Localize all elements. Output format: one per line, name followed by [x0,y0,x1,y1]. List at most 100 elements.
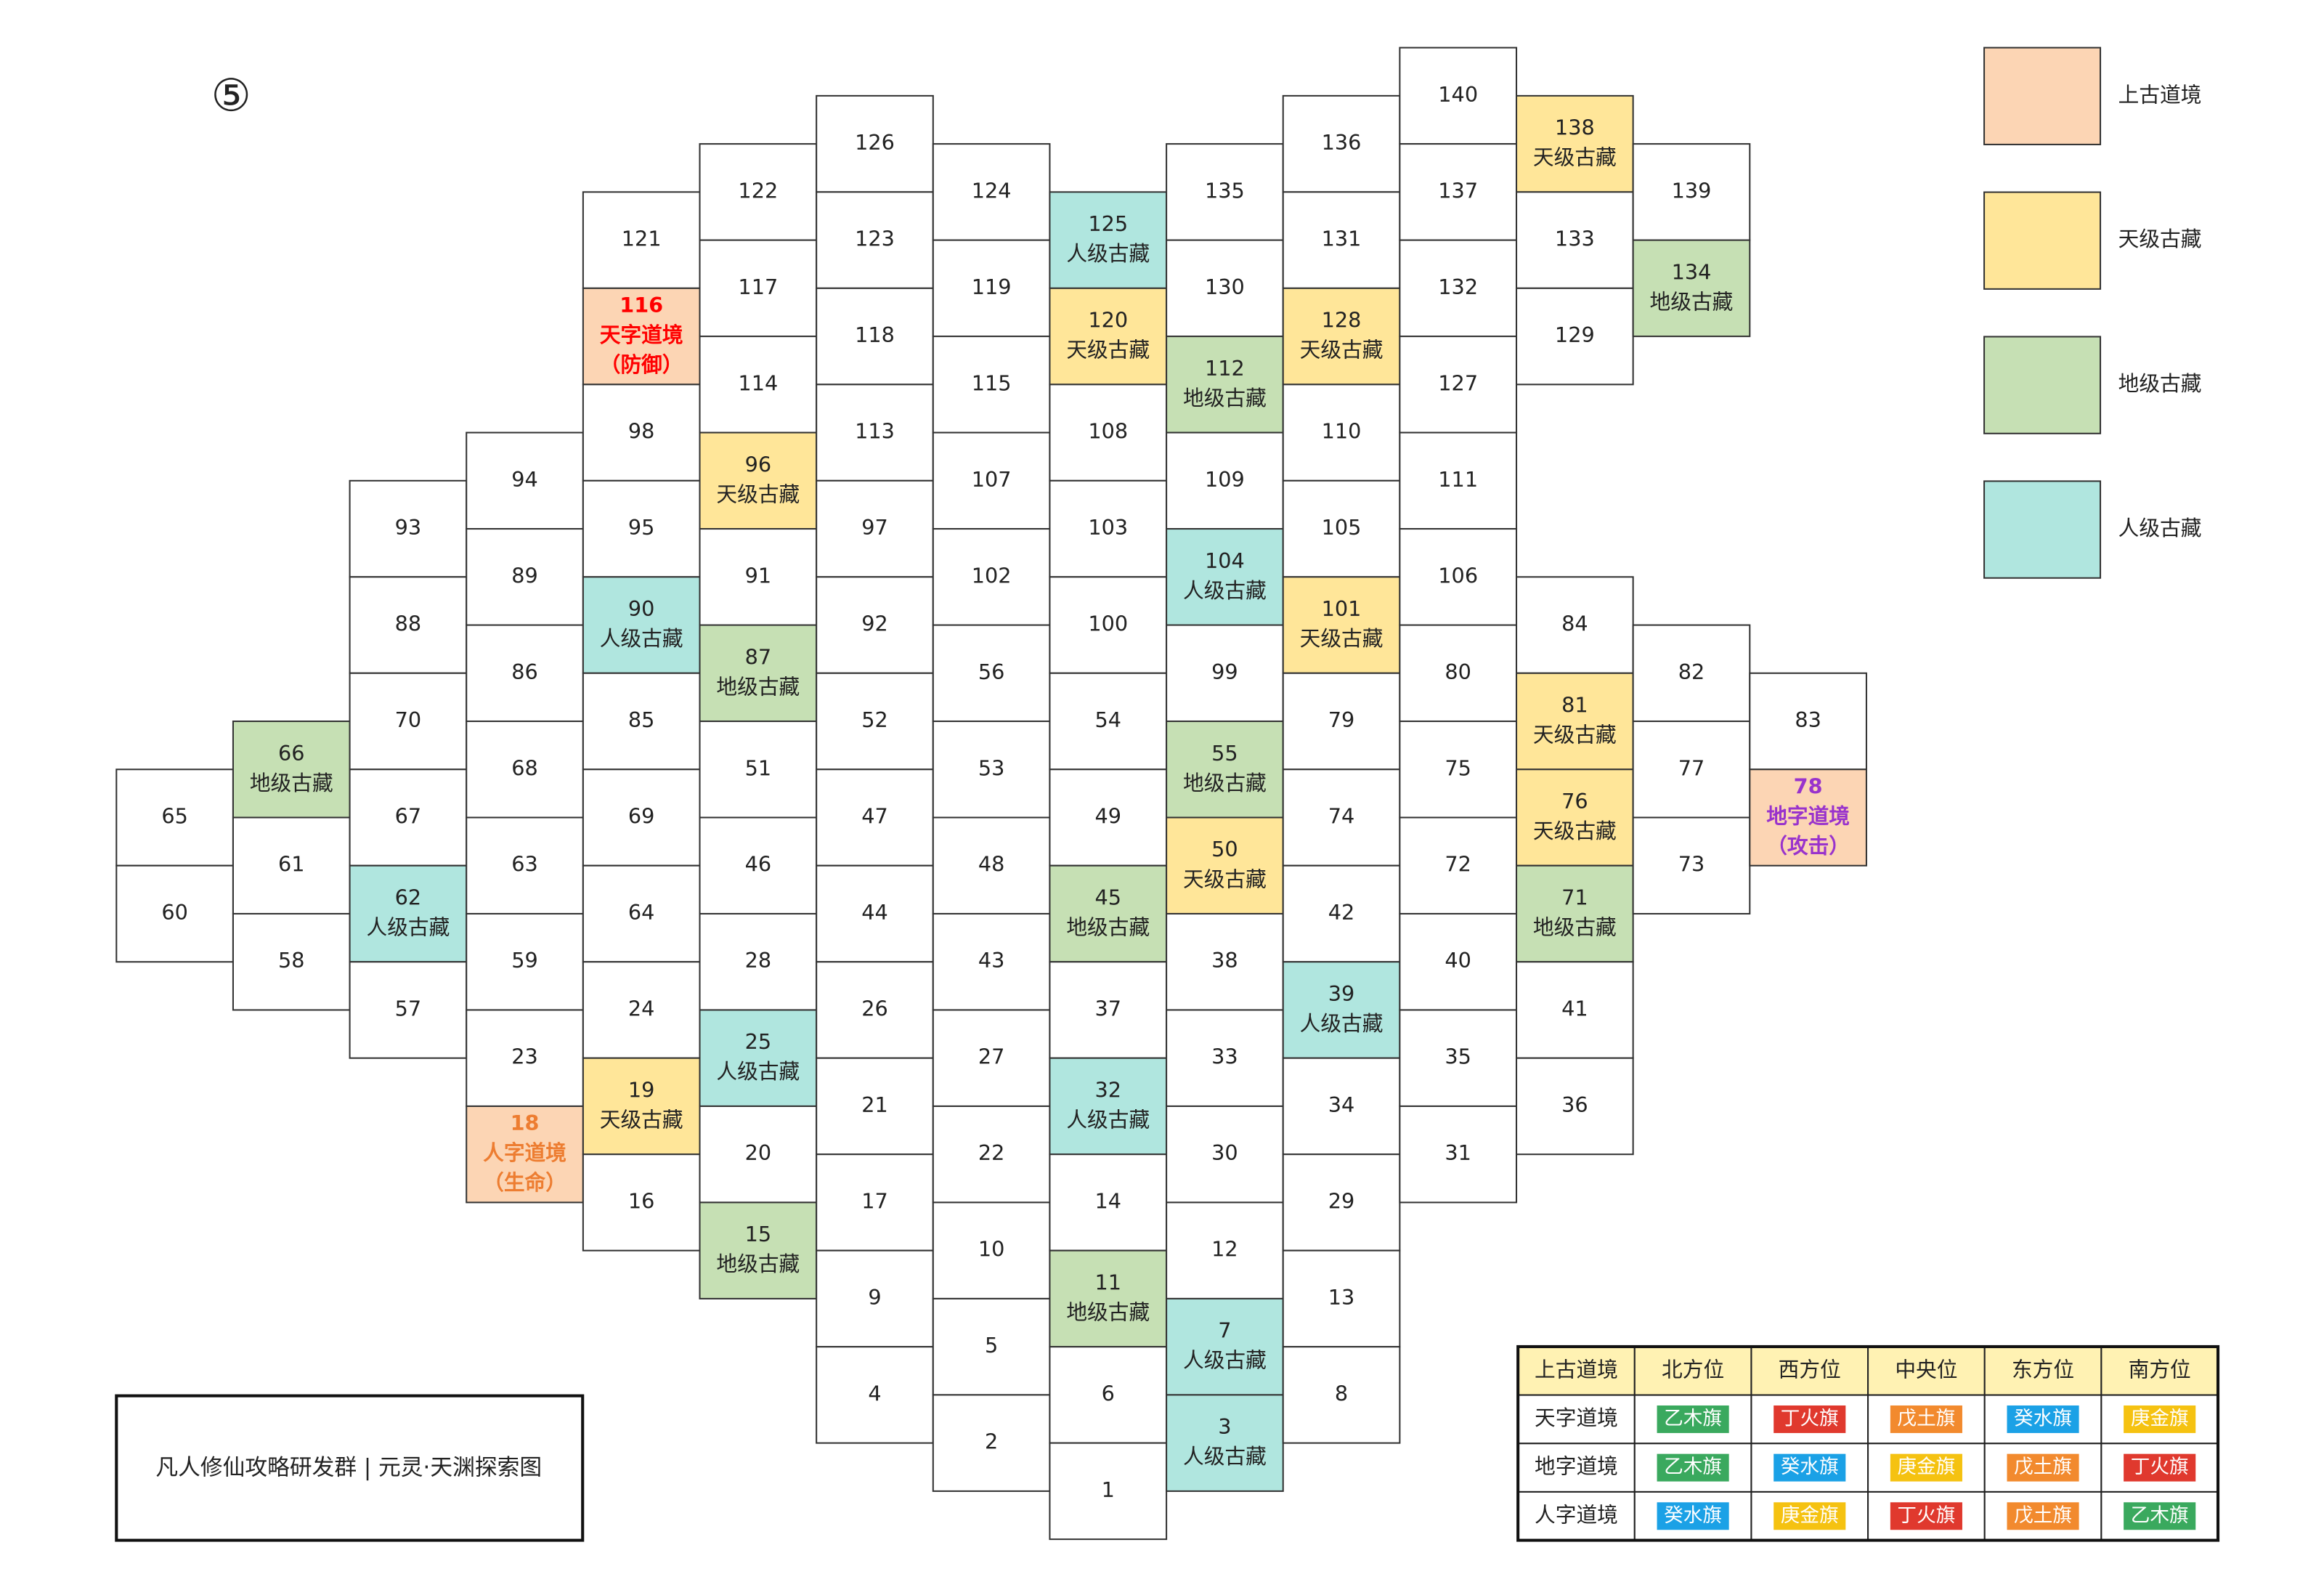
cell-number: 24 [628,996,655,1021]
cell-number: 75 [1445,755,1471,780]
cell-number: 98 [628,419,655,444]
cell [1049,961,1168,1059]
cell-number: 116 [619,293,663,317]
cell-number: 8 [1335,1381,1348,1405]
cell-label: 天级古藏 [1183,867,1267,891]
cell-number: 130 [1205,275,1245,299]
flag-badge [1657,1453,1729,1482]
flag-label: 戊土旗 [2014,1504,2072,1527]
cell-number: 53 [978,755,1005,780]
cell [1049,1153,1168,1252]
legend-label: 上古道境 [2118,82,2202,107]
cell-number: 32 [1095,1077,1122,1102]
cell-number: 27 [978,1044,1005,1069]
cell [1166,1297,1284,1396]
legend-swatch [1983,336,2102,434]
row-name: 天字道境 [1535,1405,1618,1430]
flag-badge [1774,1502,1846,1530]
cell [1166,143,1284,241]
cell-note: （生命） [483,1170,566,1195]
cell [699,1009,818,1107]
flag-label: 丁火旗 [1781,1407,1839,1429]
cell [349,672,468,771]
cell-number: 10 [978,1237,1005,1262]
cell [232,912,351,1011]
cell-number: 28 [745,948,772,973]
flag-label: 丁火旗 [2131,1456,2189,1478]
cell-number: 42 [1328,900,1355,925]
cell [582,864,701,963]
cell-number: 138 [1555,115,1595,140]
cell [1399,720,1518,819]
cell-number: 86 [511,660,538,684]
flag-badge [2124,1405,2196,1433]
cell-number: 26 [861,996,888,1021]
cell-number: 65 [161,804,188,829]
cell [1515,191,1634,289]
cell-number: 89 [511,563,538,588]
cell [816,191,934,289]
flag-label: 戊土旗 [1897,1407,1955,1429]
cell-number: 13 [1328,1285,1355,1310]
cell [816,672,934,771]
cell-number: 110 [1322,419,1362,444]
legend-swatch [1983,480,2102,579]
cell-number: 94 [511,467,538,492]
cell-number: 133 [1555,227,1595,251]
cell [1632,624,1751,723]
cell [932,1201,1051,1299]
caption-box [115,1394,585,1542]
cell [1166,720,1284,819]
cell-number: 5 [985,1333,998,1358]
cell [1282,864,1401,963]
cell [1166,624,1284,723]
table-header: 上古道境 [1535,1357,1618,1382]
cell-number: 59 [511,948,538,973]
cell-number: 9 [868,1285,881,1310]
cell-number: 31 [1445,1140,1471,1165]
cell-number: 6 [1102,1381,1115,1405]
legend-label: 天级古藏 [2118,227,2202,251]
cell-note: （防御） [600,352,683,377]
flag-label: 癸水旗 [1664,1504,1722,1527]
legend-label: 人级古藏 [2118,516,2202,540]
cell-number: 66 [278,741,305,766]
row-name: 地字道境 [1535,1454,1618,1479]
cell-number: 11 [1095,1270,1122,1294]
cell-number: 131 [1322,227,1362,251]
cell [115,864,234,963]
cell-label: 人字道境 [483,1140,566,1165]
cell-number: 39 [1328,981,1355,1006]
flag-badge [1890,1453,1962,1482]
table-border [1516,1344,2220,1542]
cell-number: 45 [1095,885,1122,909]
cell-number: 63 [511,852,538,877]
flag-label: 癸水旗 [2014,1407,2072,1429]
cell [816,1346,934,1444]
cell [1515,287,1634,386]
cell-number: 51 [745,755,772,780]
cell-number: 1 [1102,1477,1115,1502]
cell [1515,768,1634,867]
legend-swatch [1983,46,2102,145]
cell-number: 109 [1205,467,1245,492]
cell-number: 15 [745,1222,772,1246]
cell-number: 64 [628,900,655,925]
cell [932,431,1051,530]
cell [932,143,1051,241]
flag-badge [1774,1405,1846,1433]
cell-number: 82 [1678,660,1705,684]
cell-label: 地级古藏 [250,771,333,795]
legend-swatch [1983,191,2102,290]
flag-label: 乙木旗 [1664,1456,1722,1478]
cell-number: 73 [1678,852,1705,877]
cell [1749,672,1867,771]
cell [232,816,351,915]
cell-number: 4 [868,1381,881,1405]
cell-number: 118 [855,323,895,347]
flag-label: 庚金旗 [2131,1407,2189,1429]
cell [699,1201,818,1299]
cell [1632,816,1751,915]
cell-label: 天级古藏 [716,482,800,506]
cell-number: 126 [855,130,895,155]
